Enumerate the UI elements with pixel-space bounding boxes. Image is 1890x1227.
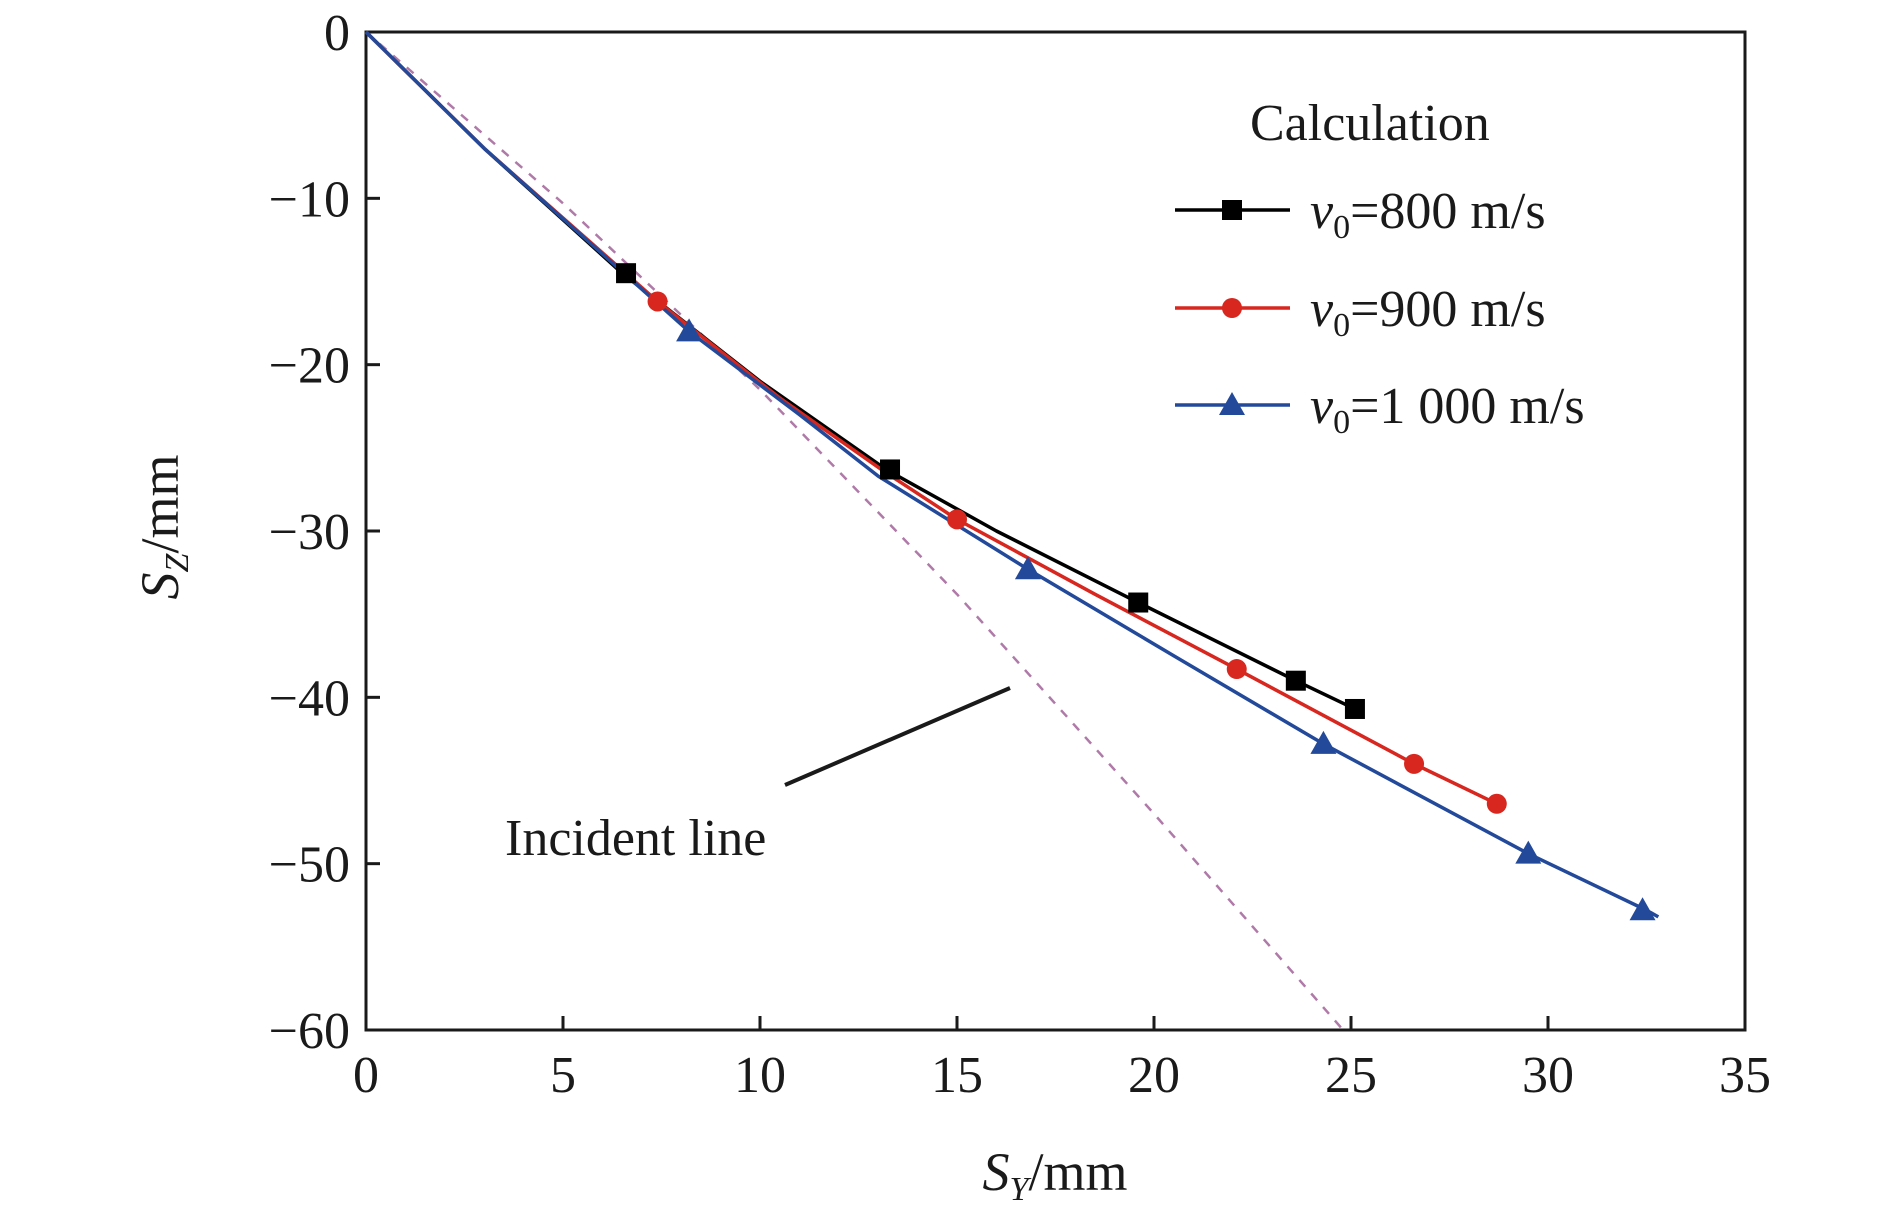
x-tick-label: 5 — [550, 1047, 576, 1104]
y-tick-label: −50 — [269, 837, 350, 894]
series-line-2 — [364, 30, 1660, 919]
legend-marker-1 — [1222, 298, 1242, 318]
incident-line-annotation: Incident line — [505, 686, 1011, 867]
plot-frame — [364, 30, 1747, 1032]
series-0-point — [1128, 592, 1149, 613]
y-tick-label: −40 — [269, 670, 350, 727]
series-2-point — [676, 318, 703, 342]
legend-title: Calculation — [1250, 95, 1490, 152]
y-tick-label: 0 — [324, 5, 350, 62]
series-1-point — [1226, 659, 1247, 680]
y-tick-label: −30 — [269, 504, 350, 561]
series-2-point — [1014, 556, 1041, 580]
series-0-point — [1344, 698, 1365, 719]
x-tick-label: 0 — [353, 1047, 379, 1104]
legend-label-rest: =800 m/s — [1350, 183, 1545, 240]
y-tick-label: −20 — [269, 338, 350, 395]
legend-label-1: v0=900 m/s — [1310, 281, 1546, 344]
legend-items: v0=800 m/sv0=900 m/sv0=1 000 m/s — [1175, 183, 1585, 441]
x-tick-label: 30 — [1522, 1047, 1574, 1104]
y-axis-title-main: S — [130, 572, 190, 599]
x-axis-title: SY/mm — [983, 1142, 1128, 1208]
legend-marker-2 — [1219, 392, 1245, 415]
legend-label-main: v — [1310, 183, 1334, 240]
x-tick-label: 15 — [931, 1047, 983, 1104]
series-1-point — [947, 509, 967, 530]
incident-line — [365, 31, 1345, 1031]
y-axis-title: SZ/mm — [130, 455, 196, 600]
series-1-point — [647, 291, 668, 312]
series-2-point — [1515, 840, 1542, 864]
plot-area: 0 5 10 15 20 25 30 35 0 −10 −20 −30 −40 −50 −60 — [269, 5, 1771, 1104]
incident-line-pointer — [784, 686, 1011, 787]
series-2-point — [1310, 730, 1337, 754]
legend-label-main: v — [1310, 281, 1334, 338]
x-tick-label: 25 — [1325, 1047, 1377, 1104]
legend: Calculation v0=800 m/sv0=900 m/sv0=1 000… — [1175, 95, 1585, 441]
series-1-point — [1486, 793, 1507, 814]
legend-label-rest: =900 m/s — [1350, 281, 1545, 338]
y-axis-title-sub: Z — [159, 552, 196, 572]
x-tick-label: 20 — [1128, 1047, 1180, 1104]
y-axis-title-unit: /mm — [130, 455, 190, 554]
y-tick-label: −10 — [269, 171, 350, 228]
legend-label-sub: 0 — [1333, 307, 1350, 344]
legend-label-sub: 0 — [1333, 209, 1350, 246]
x-tick-label: 10 — [734, 1047, 786, 1104]
y-tick-label: −60 — [269, 1003, 350, 1060]
incident-line-label: Incident line — [505, 810, 766, 867]
series-1-point — [1404, 753, 1425, 774]
legend-label-rest: =1 000 m/s — [1350, 378, 1584, 435]
legend-label-sub: 0 — [1333, 404, 1350, 441]
x-axis-title-main: S — [983, 1142, 1010, 1202]
legend-label-0: v0=800 m/s — [1310, 183, 1546, 246]
legend-marker-0 — [1222, 200, 1242, 220]
series-line-0 — [364, 30, 1356, 711]
legend-label-2: v0=1 000 m/s — [1310, 378, 1585, 441]
x-axis-title-sub: Y — [1010, 1171, 1032, 1208]
series-0-point — [1285, 670, 1306, 691]
x-axis-title-unit: /mm — [1028, 1142, 1127, 1202]
series-0-point — [616, 263, 637, 284]
x-tick-label: 35 — [1719, 1047, 1771, 1104]
series-2-point — [1629, 897, 1656, 921]
series-0-point — [880, 459, 901, 480]
legend-label-main: v — [1310, 378, 1334, 435]
